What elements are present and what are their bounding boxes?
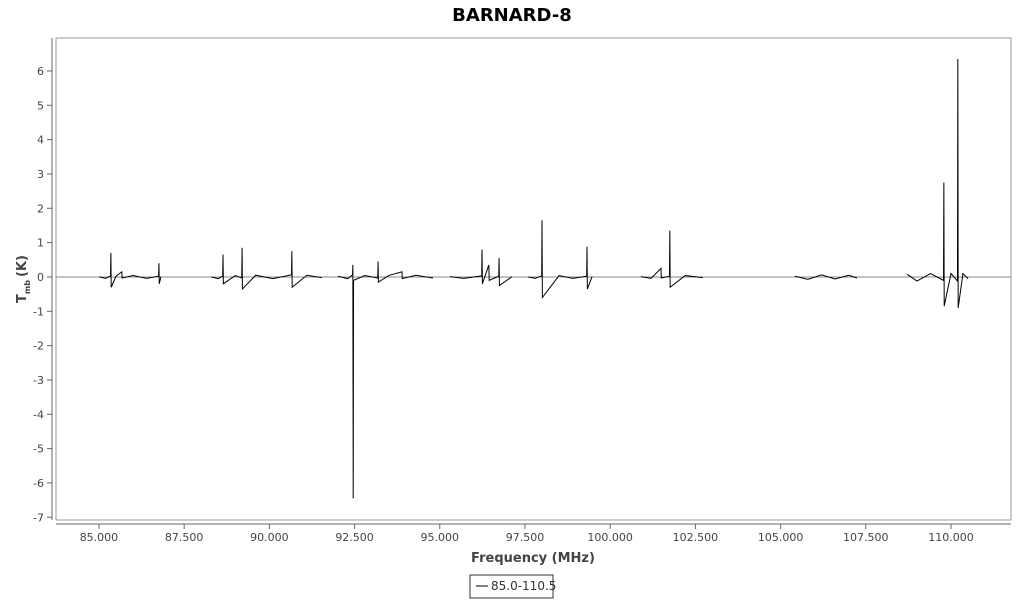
legend-box: [469, 574, 554, 599]
y-tick-label: -7: [33, 511, 44, 524]
chart-title: BARNARD-8: [452, 5, 572, 26]
x-tick-label: 85.000: [80, 531, 119, 544]
y-tick-label: 4: [37, 134, 44, 147]
y-tick-label: -4: [33, 408, 44, 421]
y-tick-label: 3: [37, 168, 44, 181]
y-tick-label: -2: [33, 340, 44, 353]
x-tick-label: 90.000: [250, 531, 289, 544]
y-axis-title-unit: (K): [15, 255, 30, 277]
x-tick-label: 95.000: [421, 531, 460, 544]
y-tick-label: -1: [33, 305, 44, 318]
y-axis-title-sub: mb: [23, 280, 32, 294]
y-axis-title-main: T: [15, 294, 30, 303]
y-tick-label: -3: [33, 374, 44, 387]
plot-frame: [55, 37, 1012, 521]
y-tick-label: -6: [33, 477, 44, 490]
x-tick-label: 105.000: [758, 531, 804, 544]
x-tick-label: 107.500: [843, 531, 889, 544]
y-tick-label: -5: [33, 443, 44, 456]
x-tick-label: 102.500: [673, 531, 719, 544]
y-tick-label: 2: [37, 202, 44, 215]
x-tick-label: 97.500: [506, 531, 545, 544]
legend-label: 85.0-110.5: [491, 579, 556, 593]
y-axis-title: Tmb (K): [15, 255, 32, 303]
y-tick-label: 6: [37, 65, 44, 78]
x-tick-label: 100.000: [587, 531, 633, 544]
y-tick-label: 1: [37, 237, 44, 250]
x-tick-label: 110.000: [928, 531, 974, 544]
x-tick-label: 92.500: [335, 531, 374, 544]
spectrum-line: [98, 58, 969, 499]
y-tick-label: 5: [37, 99, 44, 112]
y-tick-label: 0: [37, 271, 44, 284]
x-tick-label: 87.500: [165, 531, 204, 544]
x-axis-title: Frequency (MHz): [471, 551, 595, 566]
